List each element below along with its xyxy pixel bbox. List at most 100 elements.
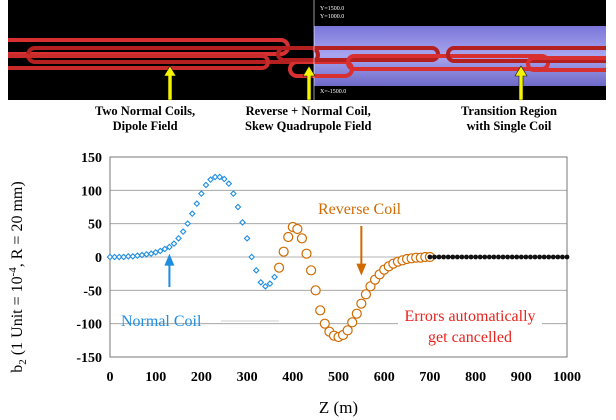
arrow-1 (163, 65, 177, 100)
data-point (188, 210, 196, 218)
data-point (360, 289, 372, 300)
normal-coil-label: Normal Coil (121, 313, 202, 330)
data-point (271, 273, 278, 281)
b2-vs-z-chart: -150 -100 -50 0 50 100 150 0 100 200 300 400 500 600… (7, 151, 582, 417)
data-point (505, 254, 510, 260)
x-marker: X=-1500.0 (320, 89, 346, 95)
data-point (170, 240, 178, 248)
data-point (296, 233, 308, 244)
y-tick-labels: -150 -100 -50 0 50 100 150 (76, 151, 102, 366)
data-point (207, 176, 214, 184)
x-tick-labels: 0 100 200 300 400 500 600 700 800 900 1000 (107, 370, 582, 385)
y-axis-label-part: 2 (17, 359, 29, 365)
y-tick-label: -150 (76, 351, 102, 366)
x-tick-label: 900 (511, 370, 532, 385)
data-point (532, 254, 538, 260)
data-point (111, 253, 118, 261)
annotation-layer: Normal Coil Reverse Coil Errors automatica… (121, 201, 542, 349)
data-point (193, 200, 201, 208)
data-point (305, 265, 317, 276)
data-point (555, 254, 561, 260)
data-point (292, 223, 303, 235)
y-axis-label: b2 (1 Unit = 10-4, R = 20 mm) (7, 181, 29, 372)
data-point (491, 254, 497, 260)
data-point (432, 254, 437, 260)
data-point (129, 252, 137, 260)
label-reverse-normal-coil: Reverse + Normal Coil, Skew Quadrupole F… (245, 104, 371, 134)
data-point (273, 262, 285, 273)
series (427, 254, 570, 260)
data-point (106, 253, 114, 261)
data-point (454, 254, 460, 260)
data-point (514, 254, 520, 260)
data-point (230, 190, 237, 198)
data-point (528, 254, 533, 260)
x-tick-label: 0 (107, 370, 114, 385)
normal-coil-arrowhead (164, 253, 175, 266)
data-point (441, 254, 447, 260)
data-point (427, 254, 433, 260)
data-point (546, 254, 552, 260)
data-point (473, 254, 478, 260)
yellow-arrows (163, 65, 528, 100)
data-point (216, 173, 224, 181)
x-tick-label: 700 (419, 370, 440, 385)
data-point (248, 253, 256, 261)
data-point (220, 175, 228, 183)
x-axis-label: Z (m) (319, 398, 358, 417)
data-point (134, 252, 141, 260)
data-point (120, 253, 128, 261)
data-point (184, 220, 192, 228)
y-axis-label-part: (1 Unit = 10 (9, 276, 26, 359)
series (273, 221, 435, 343)
data-point (239, 218, 246, 226)
x-tick-label: 300 (237, 370, 258, 385)
errors-label-line: get cancelled (428, 329, 512, 346)
data-point (202, 181, 210, 189)
label-line: Skew Quadrupole Field (245, 119, 372, 133)
reverse-coil-arrowhead (356, 263, 367, 276)
label-line: Dipole Field (112, 119, 178, 133)
x-tick-label: 1000 (553, 370, 581, 385)
x-tick-label: 800 (465, 370, 486, 385)
y-tick-label: 150 (81, 151, 102, 166)
x-tick-label: 400 (282, 370, 303, 385)
label-transition-region: Transition Region with Single Coil (461, 104, 557, 134)
y-marker-top2: Y=1000.0 (320, 14, 344, 20)
data-point (124, 252, 132, 260)
data-point (283, 231, 294, 243)
y-tick-label: 100 (81, 184, 102, 199)
data-point (252, 266, 260, 274)
data-point (436, 254, 442, 260)
x-tick-label: 200 (191, 370, 212, 385)
data-point (560, 254, 565, 260)
data-point (198, 190, 205, 198)
data-point (342, 325, 353, 336)
data-point (468, 254, 474, 260)
data-point (541, 254, 547, 260)
data-point (319, 318, 330, 329)
reverse-coil-label: Reverse Coil (318, 201, 402, 218)
x-tick-label: 500 (328, 370, 349, 385)
data-point (115, 253, 123, 261)
y-tick-label: -100 (76, 318, 102, 333)
data-point (243, 234, 251, 242)
arrow-3 (514, 65, 528, 100)
data-point (518, 254, 524, 260)
x-tick-label: 100 (145, 370, 166, 385)
y-axis-label-part: -4 (7, 267, 19, 277)
data-point (477, 254, 483, 260)
data-point (175, 234, 182, 242)
data-point (500, 254, 506, 260)
data-point (262, 282, 269, 290)
series (106, 173, 283, 290)
data-point (211, 173, 219, 181)
y-marker-top: Y=1500.0 (320, 6, 344, 12)
coil-render-image: Y=1500.0 Y=1000.0 X=-1500.0 (8, 0, 606, 100)
label-line: with Single Coil (466, 119, 552, 133)
y-tick-label: 0 (95, 251, 102, 266)
data-point (445, 254, 451, 260)
errors-label-line: Errors automatically (404, 308, 535, 325)
data-point (266, 280, 274, 288)
